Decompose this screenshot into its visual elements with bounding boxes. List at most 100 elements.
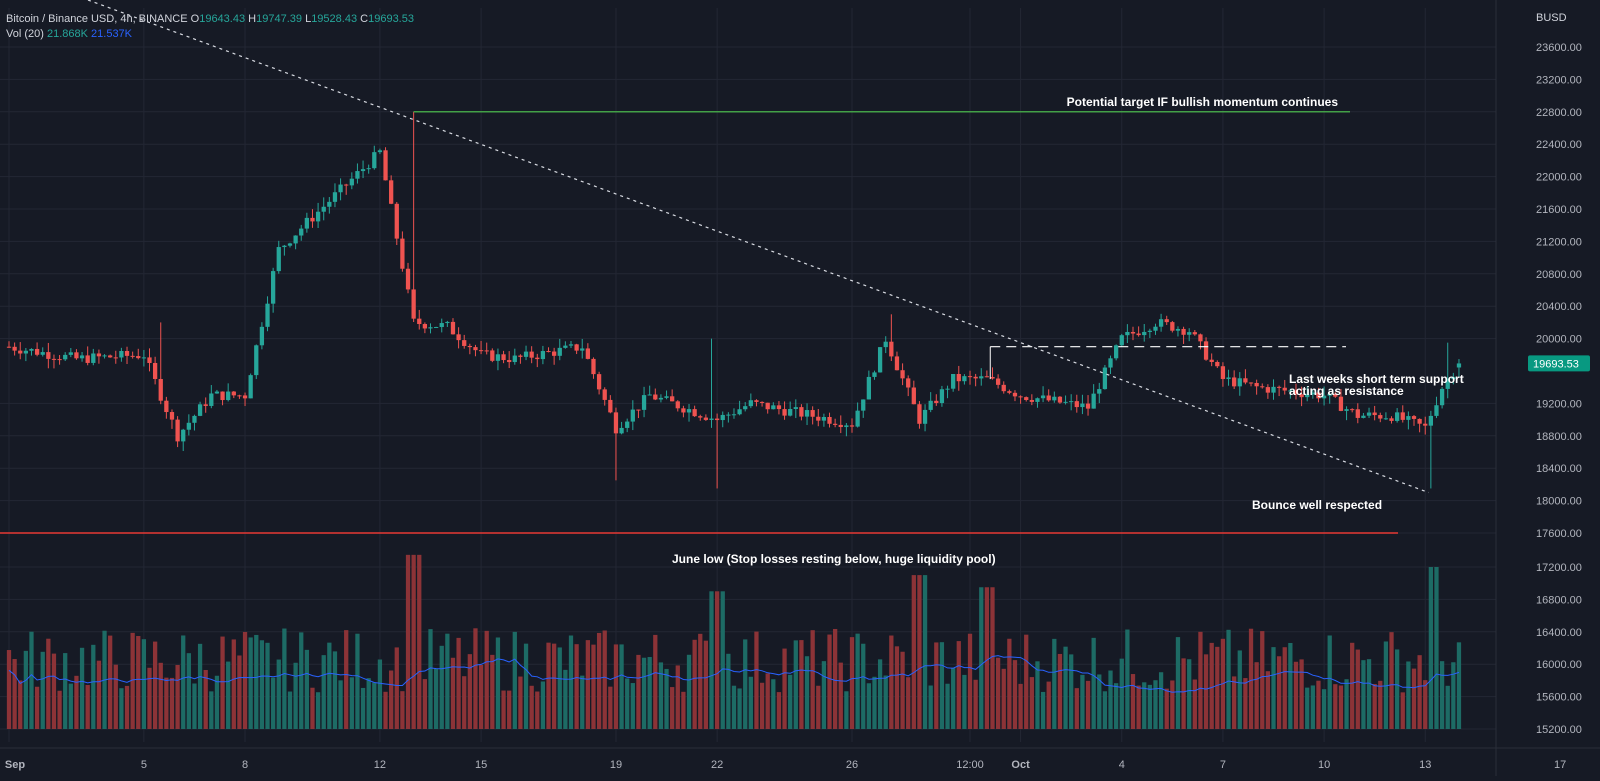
volume-bar	[776, 692, 782, 729]
candle-body	[355, 171, 360, 179]
candle-body	[1288, 390, 1293, 392]
volume-indicator-label[interactable]: Vol (20)	[6, 28, 44, 40]
volume-bar	[349, 677, 354, 729]
volume-bar	[1226, 629, 1231, 729]
candle-body	[360, 169, 366, 172]
volume-bar	[1372, 683, 1377, 729]
price-tick-label: 20400.00	[1536, 301, 1582, 313]
volume-bar	[630, 683, 635, 729]
volume-bar	[1136, 685, 1141, 729]
volume-bar	[703, 640, 709, 729]
candle-body	[956, 373, 961, 382]
volume-bar	[653, 634, 658, 729]
volume-row: Vol (20) 21.868K 21.537K	[6, 27, 414, 42]
candle-body	[658, 397, 664, 400]
volume-bar	[231, 639, 236, 729]
volume-bar	[462, 676, 467, 729]
volume-bar	[602, 630, 607, 729]
volume-bar	[529, 685, 534, 729]
candle-body	[552, 351, 557, 356]
volume-bar	[1108, 670, 1113, 729]
volume-bar	[175, 664, 180, 729]
symbol-label[interactable]: Bitcoin / Binance USD, 4h, BINANCE	[6, 13, 188, 25]
volume-bar	[585, 640, 590, 729]
price-tick-label: 18400.00	[1536, 463, 1582, 475]
candle-body	[1327, 393, 1332, 396]
time-tick-label: 26	[846, 759, 858, 771]
volume-bar	[1434, 567, 1439, 729]
volume-bar	[540, 681, 546, 729]
volume-bar	[1271, 647, 1276, 729]
candle-body	[1400, 412, 1405, 420]
volume-bar	[911, 575, 916, 729]
candle-body	[1069, 401, 1074, 403]
candle-body	[1395, 412, 1400, 421]
candle-body	[422, 324, 428, 329]
volume-bar	[186, 653, 191, 729]
candle-body	[18, 350, 23, 354]
volume-bar	[928, 685, 933, 729]
volume-bar	[271, 677, 276, 729]
candle-body	[1232, 377, 1237, 387]
candle-body	[1451, 376, 1456, 380]
candle-body	[372, 152, 377, 169]
volume-bar	[484, 630, 489, 729]
candle-body	[282, 245, 287, 248]
candle-body	[872, 372, 877, 377]
volume-bar	[1395, 649, 1400, 729]
volume-bar	[1153, 680, 1158, 729]
candle-body	[68, 352, 73, 355]
volume-bar	[445, 633, 450, 729]
candle-body	[861, 399, 866, 411]
candle-body	[1321, 395, 1327, 399]
volume-bar	[1293, 661, 1299, 729]
volume-bar	[113, 664, 118, 729]
candle-body	[1018, 396, 1023, 398]
candle-body	[51, 358, 57, 360]
volume-bar	[838, 662, 843, 729]
trendline[interactable]	[87, 0, 1429, 494]
candle-body	[169, 412, 175, 420]
candle-body	[394, 203, 399, 239]
candle-body	[990, 376, 995, 379]
candle-body	[714, 418, 720, 421]
candle-body	[1057, 396, 1063, 403]
candle-body	[973, 376, 978, 379]
candle-body	[726, 414, 731, 416]
volume-bar	[1451, 662, 1456, 729]
candle-body	[799, 407, 804, 417]
candle-body	[1417, 418, 1422, 424]
volume-bar	[1192, 679, 1197, 729]
candle-body	[1012, 392, 1018, 397]
volume-bar	[1400, 692, 1405, 729]
candle-body	[945, 388, 950, 390]
volume-bar	[152, 641, 158, 729]
volume-bar	[1428, 567, 1433, 729]
candle-body	[698, 416, 703, 418]
candle-body	[1378, 415, 1383, 419]
candle-body	[720, 414, 725, 421]
low-label: L	[305, 13, 312, 25]
volume-bar	[1198, 631, 1203, 729]
volume-bar	[400, 691, 405, 729]
volume-bar	[1029, 677, 1034, 729]
volume-bar	[698, 633, 703, 729]
candle-body	[1091, 393, 1096, 409]
price-scale[interactable]	[1496, 0, 1600, 776]
time-tick-label: 8	[242, 759, 248, 771]
candle-body	[119, 350, 124, 358]
volume-bar	[321, 655, 326, 729]
volume-bar	[1069, 654, 1074, 729]
candle-body	[1434, 405, 1439, 416]
volume-bar	[490, 654, 495, 729]
candle-body	[74, 352, 79, 359]
candle-body	[776, 405, 782, 410]
candle-body	[512, 355, 517, 363]
volume-bar	[197, 643, 203, 729]
candle-body	[462, 340, 467, 346]
candle-body	[1170, 322, 1175, 331]
volume-bar	[1114, 683, 1119, 729]
candle-body	[124, 350, 130, 356]
